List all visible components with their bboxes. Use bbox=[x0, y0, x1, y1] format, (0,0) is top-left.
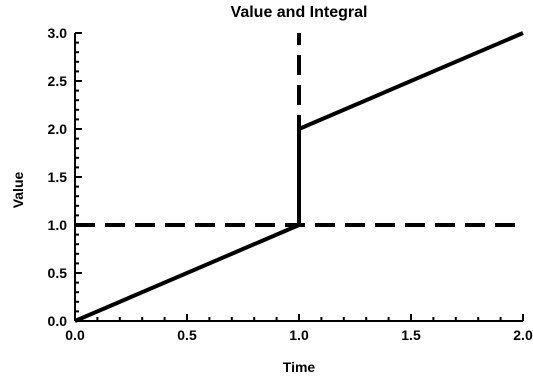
y-axis-label: Value bbox=[10, 172, 26, 209]
axes: 0.0 0.5 1.0 1.5 2.0 0.0 0.5 1.0 1.5 2.0 2.5 3.0 bbox=[48, 25, 533, 343]
x-tick-label: 2.0 bbox=[513, 327, 533, 343]
y-tick-label: 0.5 bbox=[48, 265, 68, 281]
chart-title: Value and Integral bbox=[231, 4, 368, 21]
y-tick-label: 2.5 bbox=[48, 73, 68, 89]
y-tick-label: 0.0 bbox=[48, 313, 68, 329]
y-tick-label: 2.0 bbox=[48, 121, 68, 137]
y-tick-label: 1.0 bbox=[48, 217, 68, 233]
x-tick-label: 0.0 bbox=[65, 327, 85, 343]
y-tick-label: 1.5 bbox=[48, 169, 68, 185]
y-ticks: 0.0 0.5 1.0 1.5 2.0 2.5 3.0 bbox=[48, 25, 82, 329]
y-tick-label: 3.0 bbox=[48, 25, 68, 41]
x-tick-label: 1.0 bbox=[289, 327, 309, 343]
x-tick-label: 1.5 bbox=[401, 327, 421, 343]
x-axis-label: Time bbox=[283, 359, 316, 375]
x-ticks: 0.0 0.5 1.0 1.5 2.0 bbox=[65, 314, 533, 343]
series-layer bbox=[74, 31, 524, 323]
x-tick-label: 0.5 bbox=[177, 327, 197, 343]
plot-area bbox=[74, 31, 524, 323]
